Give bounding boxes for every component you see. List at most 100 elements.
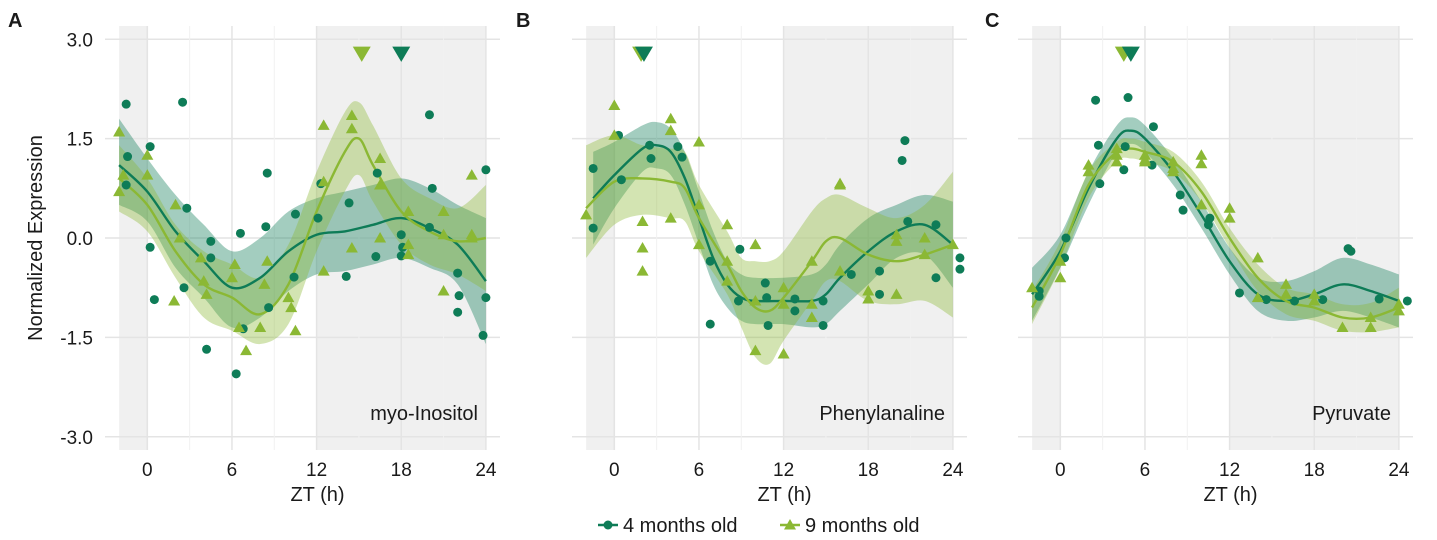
data-point-circle: [481, 165, 491, 175]
data-point-triangle: [1167, 165, 1180, 177]
data-point-triangle: [374, 232, 387, 243]
metabolite-label: Pyruvate: [1312, 403, 1391, 425]
data-point-circle: [588, 163, 598, 173]
data-point-triangle: [1195, 149, 1208, 160]
data-point-triangle: [168, 294, 181, 306]
y-axis-label: Normalized Expression: [25, 135, 47, 341]
data-point-circle: [1091, 95, 1101, 105]
x-tick-label: 6: [1140, 460, 1151, 481]
data-point-triangle: [374, 152, 387, 163]
confidence-band-2: [586, 135, 953, 365]
fit-line-2: [585, 176, 954, 313]
data-point-triangle: [197, 275, 210, 286]
data-point-triangle: [1251, 291, 1264, 303]
data-point-circle: [1290, 296, 1299, 306]
data-point-triangle: [692, 135, 705, 147]
data-point-circle: [1261, 295, 1271, 305]
panel-letter: B: [516, 10, 530, 32]
peak-marker: [352, 46, 371, 62]
data-point-circle: [261, 222, 271, 232]
data-point-triangle: [777, 347, 790, 359]
data-point-triangle: [1082, 165, 1095, 177]
data-point-circle: [1402, 296, 1412, 306]
data-point-circle: [1148, 122, 1158, 132]
data-point-triangle: [169, 198, 182, 210]
data-point-triangle: [1110, 149, 1123, 160]
data-point-triangle: [636, 241, 649, 253]
data-point-circle: [1123, 93, 1133, 103]
data-point-circle: [206, 236, 216, 246]
data-point-circle: [1374, 294, 1384, 304]
data-point-triangle: [862, 285, 875, 296]
data-point-circle: [262, 168, 272, 178]
data-point-triangle: [1364, 311, 1377, 322]
data-point-triangle: [374, 179, 387, 190]
data-point-triangle: [117, 169, 130, 180]
data-point-triangle: [1054, 255, 1067, 266]
data-point-circle: [1178, 205, 1188, 215]
data-point-circle: [705, 319, 715, 329]
data-point-circle: [1346, 246, 1356, 256]
data-point-circle: [790, 294, 800, 304]
data-point-circle: [931, 220, 941, 230]
data-point-triangle: [692, 238, 705, 250]
data-point-triangle: [402, 248, 415, 260]
data-point-triangle: [721, 275, 734, 286]
data-point-circle: [1061, 233, 1071, 243]
data-point-triangle: [437, 228, 450, 240]
x-tick-label: 24: [942, 460, 964, 481]
data-point-circle: [121, 180, 131, 190]
data-point-triangle: [721, 218, 734, 230]
data-point-triangle: [254, 321, 267, 332]
data-point-circle: [931, 273, 941, 283]
data-point-circle: [145, 242, 155, 252]
data-point-circle: [453, 268, 463, 278]
data-point-triangle: [664, 212, 677, 223]
data-point-circle: [454, 291, 464, 301]
data-point-circle: [646, 154, 656, 163]
data-point-circle: [453, 307, 463, 317]
data-point-triangle: [1251, 251, 1264, 263]
data-point-circle: [846, 269, 856, 279]
x-axis-label: ZT (h): [757, 484, 811, 506]
data-point-triangle: [141, 149, 154, 160]
data-point-triangle: [1054, 271, 1067, 283]
legend-label: 9 months old: [805, 515, 920, 537]
data-point-triangle: [141, 169, 154, 180]
data-point-triangle: [805, 255, 818, 266]
data-point-circle: [1034, 291, 1044, 301]
data-point-circle: [178, 97, 188, 107]
data-point-triangle: [1308, 288, 1321, 299]
data-point-triangle: [317, 175, 330, 187]
data-point-circle: [344, 198, 354, 208]
data-point-circle: [645, 140, 655, 150]
data-point-circle: [588, 223, 598, 233]
data-point-triangle: [258, 278, 271, 289]
confidence-band-2: [1032, 138, 1399, 333]
data-point-circle: [955, 253, 965, 263]
data-point-triangle: [228, 258, 241, 269]
legend: 4 months old 9 months old: [598, 515, 920, 537]
data-point-triangle: [285, 301, 298, 313]
data-point-circle: [955, 264, 965, 274]
data-point-circle: [371, 252, 381, 262]
legend-circle-marker: [603, 520, 613, 530]
data-point-circle: [478, 330, 488, 340]
data-point-triangle: [1223, 202, 1236, 213]
data-point-circle: [481, 293, 491, 303]
metabolite-label: Phenylanaline: [819, 403, 945, 425]
data-point-circle: [231, 369, 241, 379]
data-point-triangle: [282, 291, 295, 303]
data-point-triangle: [1392, 304, 1405, 316]
data-point-triangle: [692, 198, 705, 210]
data-point-circle: [818, 296, 828, 306]
data-point-circle: [735, 244, 745, 254]
data-point-circle: [313, 213, 323, 223]
peak-marker: [1121, 46, 1140, 62]
data-point-circle: [264, 303, 274, 313]
y-tick-label: 1.5: [67, 130, 93, 151]
data-point-triangle: [317, 265, 330, 276]
x-tick-label: 18: [1304, 460, 1325, 481]
x-tick-label: 0: [142, 460, 153, 481]
